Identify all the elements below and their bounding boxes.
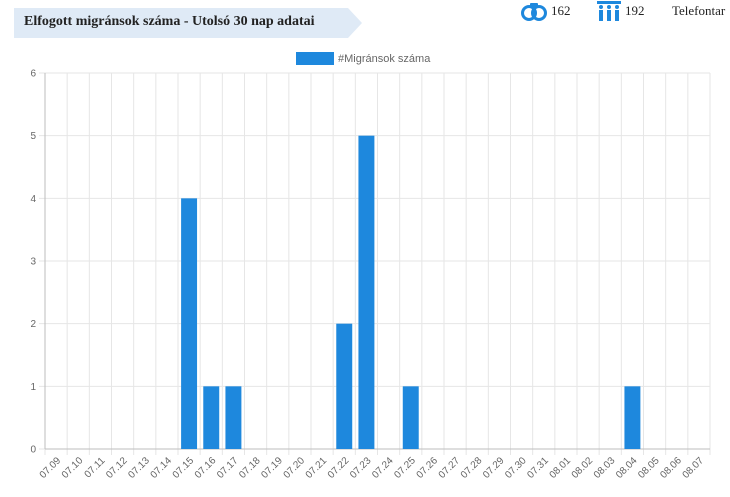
x-tick-label: 07.28 (459, 455, 485, 481)
x-tick-label: 07.26 (415, 455, 441, 481)
y-tick-label: 4 (30, 194, 36, 205)
x-tick-label: 07.31 (525, 455, 551, 481)
stat-phone: Telefontar (672, 0, 725, 22)
x-tick-label: 07.18 (237, 455, 263, 481)
x-tick-label: 07.17 (215, 455, 241, 481)
x-tick-label: 07.20 (282, 455, 308, 481)
bar-07.16 (203, 386, 220, 449)
y-tick-label: 2 (30, 319, 36, 330)
y-tick-label: 5 (30, 131, 36, 142)
bar-07.15 (181, 198, 198, 449)
chart-title-banner: Elfogott migránsok száma - Utolsó 30 nap… (14, 8, 362, 38)
y-tick-label: 1 (30, 382, 36, 393)
x-tick-label: 07.21 (304, 455, 330, 481)
x-tick-label: 07.12 (104, 455, 130, 481)
x-tick-label: 07.22 (326, 455, 352, 481)
phone-label: Telefontar (672, 3, 726, 18)
bar-08.04 (624, 386, 641, 449)
bar-07.25 (402, 386, 419, 449)
y-tick-label: 0 (30, 445, 36, 456)
bar-chart: 012345607.0907.1007.1107.1207.1307.1407.… (30, 52, 711, 481)
migrants-count: 192 (625, 3, 645, 18)
bar-07.17 (225, 386, 242, 449)
handcuffs-icon (520, 1, 548, 21)
x-tick-label: 07.16 (193, 455, 219, 481)
x-tick-label: 07.14 (149, 455, 175, 481)
bar-07.22 (336, 323, 353, 449)
y-tick-label: 6 (30, 69, 36, 80)
x-tick-label: 08.02 (570, 455, 596, 481)
x-tick-label: 07.10 (60, 455, 86, 481)
x-tick-label: 07.19 (259, 455, 285, 481)
arrests-count: 162 (551, 3, 571, 18)
x-tick-label: 08.07 (681, 455, 707, 481)
bar-07.23 (358, 135, 375, 449)
x-tick-label: 08.04 (614, 455, 640, 481)
x-tick-label: 07.09 (38, 455, 64, 481)
x-tick-label: 07.15 (171, 455, 197, 481)
x-tick-label: 08.06 (658, 455, 684, 481)
stat-migrants: 192 (596, 0, 645, 22)
x-tick-label: 07.13 (126, 455, 152, 481)
legend-swatch (296, 52, 334, 65)
chart-title: Elfogott migránsok száma - Utolsó 30 nap… (24, 14, 315, 29)
x-tick-label: 07.30 (503, 455, 529, 481)
people-group-icon (596, 0, 622, 22)
x-tick-label: 07.25 (392, 455, 418, 481)
y-tick-label: 3 (30, 257, 36, 268)
x-tick-label: 08.05 (636, 455, 662, 481)
stat-arrests: 162 (520, 0, 571, 22)
x-tick-label: 07.24 (370, 455, 396, 481)
x-tick-label: 08.03 (592, 455, 618, 481)
x-tick-label: 07.29 (481, 455, 507, 481)
x-tick-label: 07.27 (437, 455, 463, 481)
x-tick-label: 07.11 (83, 455, 108, 480)
legend-label: #Migránsok száma (338, 53, 431, 65)
x-tick-label: 08.01 (548, 455, 574, 481)
x-tick-label: 07.23 (348, 455, 374, 481)
